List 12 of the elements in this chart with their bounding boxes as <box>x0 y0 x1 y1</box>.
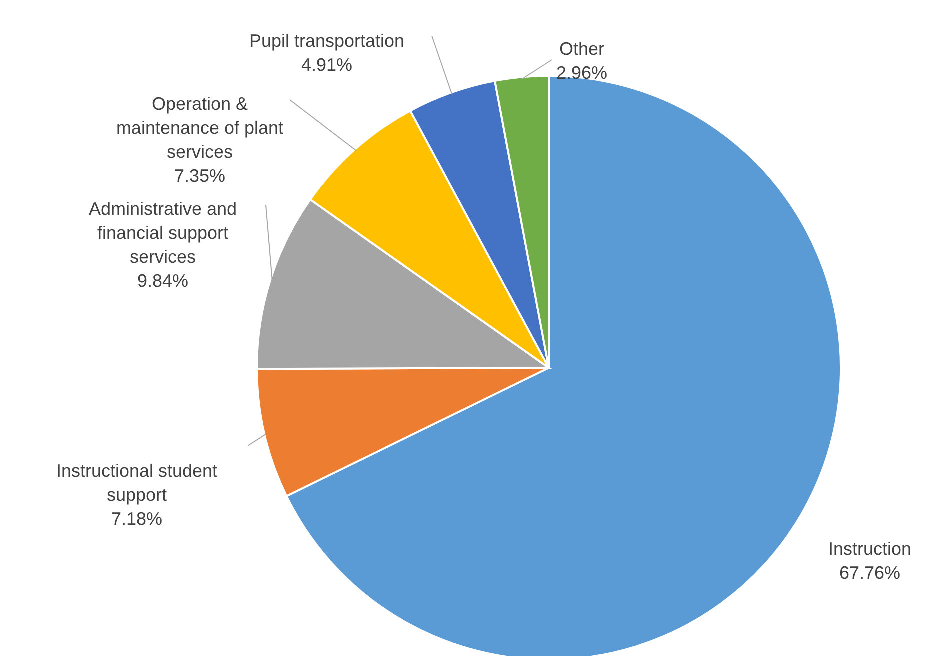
slice-label: Other <box>559 39 605 59</box>
data-label: 7.18% <box>111 509 163 529</box>
data-label: 9.84% <box>137 271 189 291</box>
slice-label: Pupil transportation <box>249 31 405 51</box>
slice-label: Operation & maintenance of plant services <box>116 94 284 162</box>
data-label: 67.76% <box>839 563 901 583</box>
slice-label: Administrative and financial support services <box>88 199 238 267</box>
slice-label: Instructional student support <box>56 461 218 505</box>
data-label: 2.96% <box>556 63 608 83</box>
data-label: 7.35% <box>174 166 226 186</box>
data-label: 4.91% <box>301 55 353 75</box>
slice-label: Instruction <box>828 539 912 559</box>
